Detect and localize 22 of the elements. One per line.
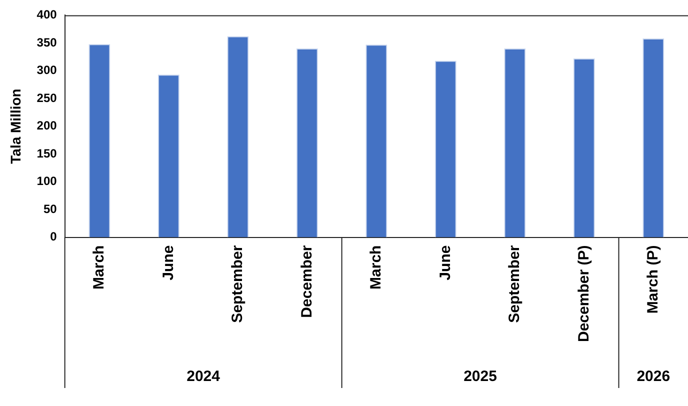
text: 2025 [464, 368, 497, 386]
y-tick-label: 250 [36, 90, 58, 105]
y-tick-label: 0 [50, 230, 58, 244]
x-tick-label: March (P) [644, 245, 662, 314]
y-tick-label: 300 [36, 63, 58, 78]
x-tick-label: June [436, 245, 454, 280]
x-tick-label: March [368, 245, 385, 290]
x-tick-label: June [160, 245, 177, 280]
text: 2024 [186, 368, 221, 386]
x-tick-label: December [298, 245, 316, 318]
y-axis-title: Tala Million [7, 88, 24, 164]
x-tick-label: September [506, 245, 524, 323]
y-tick-label: 350 [36, 35, 58, 50]
y-tick-label: 50 [43, 202, 58, 216]
x-tick-label: September [229, 245, 246, 323]
x-tick-label: December (P) [575, 245, 592, 342]
y-tick-label: 150 [36, 146, 58, 160]
x-tick-label: March [90, 245, 108, 290]
y-tick-label: 400 [36, 8, 58, 22]
y-tick-label: 100 [36, 174, 58, 188]
text: 2026 [636, 368, 670, 386]
y-tick-label: 200 [36, 118, 58, 133]
